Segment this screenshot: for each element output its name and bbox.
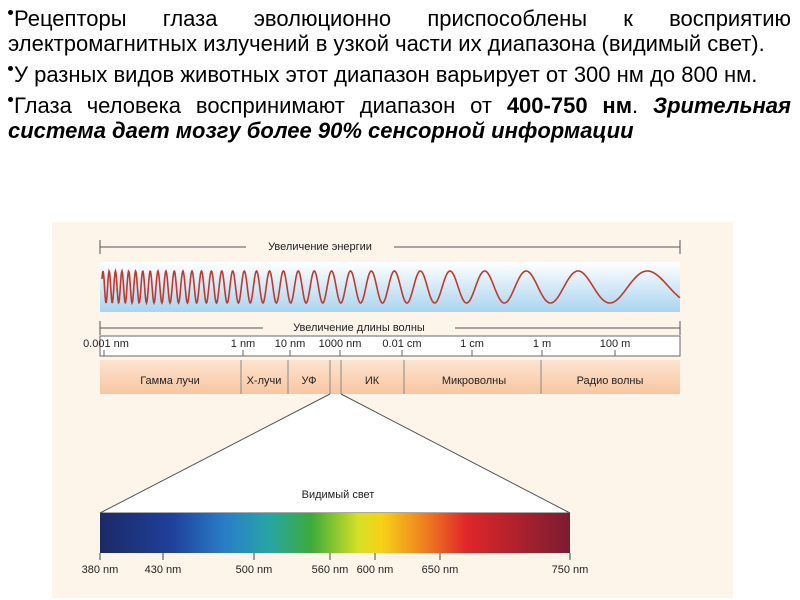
bullet-dot — [8, 10, 13, 15]
band-label: УФ — [302, 375, 317, 387]
band-label: X-лучи — [247, 375, 282, 387]
bullet: Глаза человека воспринимают диапазон от … — [8, 93, 791, 143]
scale-label: 100 m — [600, 338, 631, 350]
text-run: У разных видов животных этот диапазон ва… — [14, 62, 758, 87]
wave — [101, 267, 681, 306]
bullets: Рецепторы глаза эволюционно приспособлен… — [8, 6, 791, 149]
visible-label: Видимый свет — [302, 489, 375, 501]
band-label: ИК — [365, 375, 380, 387]
wavelength-label: Увеличение длины волны — [293, 322, 425, 334]
scale-label: 1 nm — [231, 338, 255, 350]
bullet-dot — [8, 66, 13, 71]
visible-tick-label: 560 nm — [312, 564, 349, 576]
visible-tick-label: 750 nm — [552, 564, 589, 576]
text-run: Зрительная система дает мозгу более 90% … — [8, 93, 791, 143]
scale: 0.001 nm 1 nm 10 nm 1000 nm 0.01 cm 1 cm 1 m 10… — [83, 338, 630, 356]
scale-label: 10 nm — [275, 338, 306, 350]
bands: Гамма лучи X-лучи УФ ИК Микроволны Радио волн… — [140, 360, 644, 394]
text-run: Глаза человека воспринимают диапазон от — [14, 93, 507, 118]
scale-label: 1 m — [533, 338, 551, 350]
visible-ticks: 380 nm 430 nm 500 nm 560 nm 600 nm 650 nm 750 … — [82, 553, 589, 576]
band-row — [100, 360, 680, 394]
band-label: Радио волны — [577, 375, 644, 387]
scale-label: 0.01 cm — [382, 338, 421, 350]
visible-tick-label: 380 nm — [82, 564, 119, 576]
energy-label: Увеличение энергии — [268, 241, 372, 253]
bullet: Рецепторы глаза эволюционно приспособлен… — [8, 6, 791, 56]
visible-tick-label: 500 nm — [236, 564, 273, 576]
visible-spectrum — [100, 513, 570, 553]
scale-bar — [99, 335, 681, 357]
text-run: 400-750 нм — [506, 93, 632, 118]
band-label: Гамма лучи — [140, 375, 200, 387]
bullet: У разных видов животных этот диапазон ва… — [8, 62, 791, 87]
scale-label: 1000 nm — [319, 338, 362, 350]
label-bg — [246, 240, 394, 254]
scale-label: 0.001 nm — [83, 338, 129, 350]
visible-tick-label: 430 nm — [145, 564, 182, 576]
text-run: Рецепторы глаза эволюционно приспособлен… — [8, 6, 791, 56]
label-bg — [263, 321, 455, 335]
band-label: Микроволны — [442, 375, 506, 387]
visible-tick-label: 650 nm — [422, 564, 459, 576]
visible-tick-label: 600 nm — [357, 564, 394, 576]
bullet-dot — [8, 97, 13, 102]
scale-label: 1 cm — [460, 338, 484, 350]
text-run: . — [632, 93, 653, 118]
